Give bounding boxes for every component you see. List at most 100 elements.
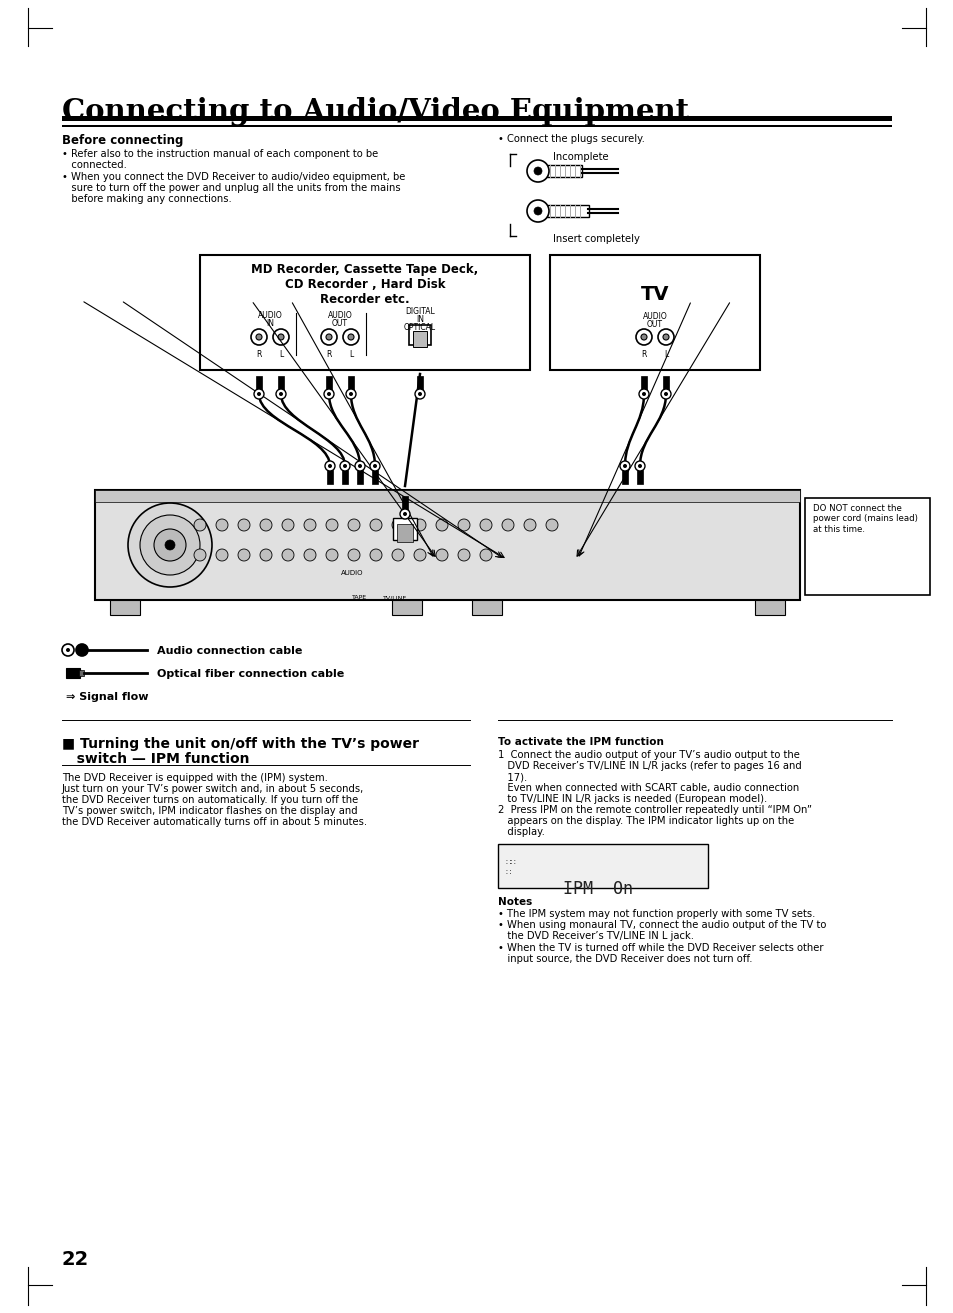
Circle shape — [638, 463, 641, 467]
Circle shape — [436, 549, 448, 561]
Circle shape — [534, 207, 541, 215]
Circle shape — [260, 549, 272, 561]
Circle shape — [275, 389, 286, 399]
Circle shape — [663, 393, 667, 397]
Bar — [409, 326, 431, 345]
Text: • When you connect the DVD Receiver to audio/video equipment, be: • When you connect the DVD Receiver to a… — [62, 172, 405, 183]
Bar — [396, 524, 413, 542]
Bar — [546, 165, 581, 177]
Circle shape — [355, 461, 365, 471]
Text: display.: display. — [497, 827, 544, 836]
Circle shape — [399, 509, 410, 519]
Circle shape — [370, 549, 381, 561]
Circle shape — [304, 549, 315, 561]
Text: Incomplete: Incomplete — [553, 152, 608, 161]
Circle shape — [417, 393, 421, 397]
Bar — [413, 331, 427, 347]
Text: before making any connections.: before making any connections. — [62, 194, 232, 204]
Text: R: R — [256, 351, 261, 358]
Text: IPM  On: IPM On — [533, 880, 633, 898]
Text: AUDIO: AUDIO — [257, 311, 282, 320]
Circle shape — [348, 334, 354, 340]
Text: ∷: ∷ — [505, 868, 511, 877]
Bar — [95, 490, 800, 502]
Text: R: R — [640, 351, 646, 358]
Text: TV/LINE: TV/LINE — [382, 595, 407, 600]
Circle shape — [660, 389, 670, 399]
Text: IN: IN — [416, 315, 423, 324]
Text: connected.: connected. — [62, 160, 127, 169]
Circle shape — [392, 549, 403, 561]
Text: The DVD Receiver is equipped with the (IPM) system.: The DVD Receiver is equipped with the (I… — [62, 773, 328, 783]
Circle shape — [479, 519, 492, 530]
Bar — [416, 376, 422, 390]
Bar — [200, 255, 530, 370]
Bar — [110, 600, 140, 614]
Circle shape — [523, 519, 536, 530]
Circle shape — [392, 519, 403, 530]
Bar — [392, 600, 421, 614]
Text: • When using monaural TV, connect the audio output of the TV to: • When using monaural TV, connect the au… — [497, 920, 825, 930]
Text: L: L — [278, 351, 283, 358]
Circle shape — [165, 540, 174, 550]
Bar — [79, 670, 84, 676]
Circle shape — [402, 512, 407, 516]
Text: 2  Press IPM on the remote controller repeatedly until “IPM On”: 2 Press IPM on the remote controller rep… — [497, 805, 811, 815]
Text: ∷∷: ∷∷ — [505, 857, 517, 867]
Circle shape — [326, 334, 332, 340]
Circle shape — [640, 334, 646, 340]
Text: the DVD Receiver automatically turns off in about 5 minutes.: the DVD Receiver automatically turns off… — [62, 817, 367, 827]
Circle shape — [348, 549, 359, 561]
Text: • Refer also to the instruction manual of each component to be: • Refer also to the instruction manual o… — [62, 148, 377, 159]
Bar — [637, 470, 642, 484]
Text: AUDIO: AUDIO — [642, 312, 667, 320]
Text: To activate the IPM function: To activate the IPM function — [497, 737, 663, 747]
Text: DVD Receiver’s TV/LINE IN L/R jacks (refer to pages 16 and: DVD Receiver’s TV/LINE IN L/R jacks (ref… — [497, 762, 801, 771]
Circle shape — [619, 461, 629, 471]
Text: • Connect the plugs securely.: • Connect the plugs securely. — [497, 134, 644, 144]
Circle shape — [76, 643, 88, 656]
Text: DIGITAL: DIGITAL — [405, 307, 435, 316]
Circle shape — [348, 519, 359, 530]
Circle shape — [545, 519, 558, 530]
Circle shape — [277, 334, 284, 340]
Text: Just turn on your TV’s power switch and, in about 5 seconds,: Just turn on your TV’s power switch and,… — [62, 784, 364, 794]
Circle shape — [639, 389, 648, 399]
Circle shape — [278, 393, 283, 397]
Text: 17).: 17). — [497, 772, 527, 783]
Circle shape — [357, 463, 361, 467]
Bar — [356, 470, 363, 484]
Text: MD Recorder, Cassette Tape Deck,: MD Recorder, Cassette Tape Deck, — [251, 263, 478, 276]
Circle shape — [622, 463, 626, 467]
Text: Insert completely: Insert completely — [553, 234, 639, 244]
Circle shape — [193, 519, 206, 530]
Circle shape — [282, 549, 294, 561]
Circle shape — [415, 389, 424, 399]
Text: • The IPM system may not function properly with some TV sets.: • The IPM system may not function proper… — [497, 909, 815, 919]
Text: Before connecting: Before connecting — [62, 134, 183, 147]
Text: TV’s power switch, IPM indicator flashes on the display and: TV’s power switch, IPM indicator flashes… — [62, 806, 357, 815]
Bar — [95, 490, 800, 600]
Circle shape — [66, 649, 70, 653]
Bar — [62, 116, 891, 121]
Text: Audio connection cable: Audio connection cable — [157, 646, 302, 656]
Circle shape — [237, 519, 250, 530]
Circle shape — [253, 389, 264, 399]
Circle shape — [343, 463, 347, 467]
Circle shape — [414, 549, 426, 561]
Text: the DVD Receiver’s TV/LINE IN L jack.: the DVD Receiver’s TV/LINE IN L jack. — [497, 931, 693, 941]
Circle shape — [153, 529, 186, 561]
Text: 1  Connect the audio output of your TV’s audio output to the: 1 Connect the audio output of your TV’s … — [497, 750, 799, 760]
Bar — [640, 376, 646, 390]
Text: OUT: OUT — [646, 320, 662, 330]
Bar — [327, 470, 333, 484]
Text: AUDIO: AUDIO — [341, 570, 363, 576]
Circle shape — [304, 519, 315, 530]
Circle shape — [193, 549, 206, 561]
Circle shape — [282, 519, 294, 530]
Circle shape — [326, 519, 337, 530]
Circle shape — [215, 519, 228, 530]
Text: the DVD Receiver turns on automatically. If you turn off the: the DVD Receiver turns on automatically.… — [62, 794, 358, 805]
Circle shape — [325, 461, 335, 471]
Circle shape — [215, 549, 228, 561]
